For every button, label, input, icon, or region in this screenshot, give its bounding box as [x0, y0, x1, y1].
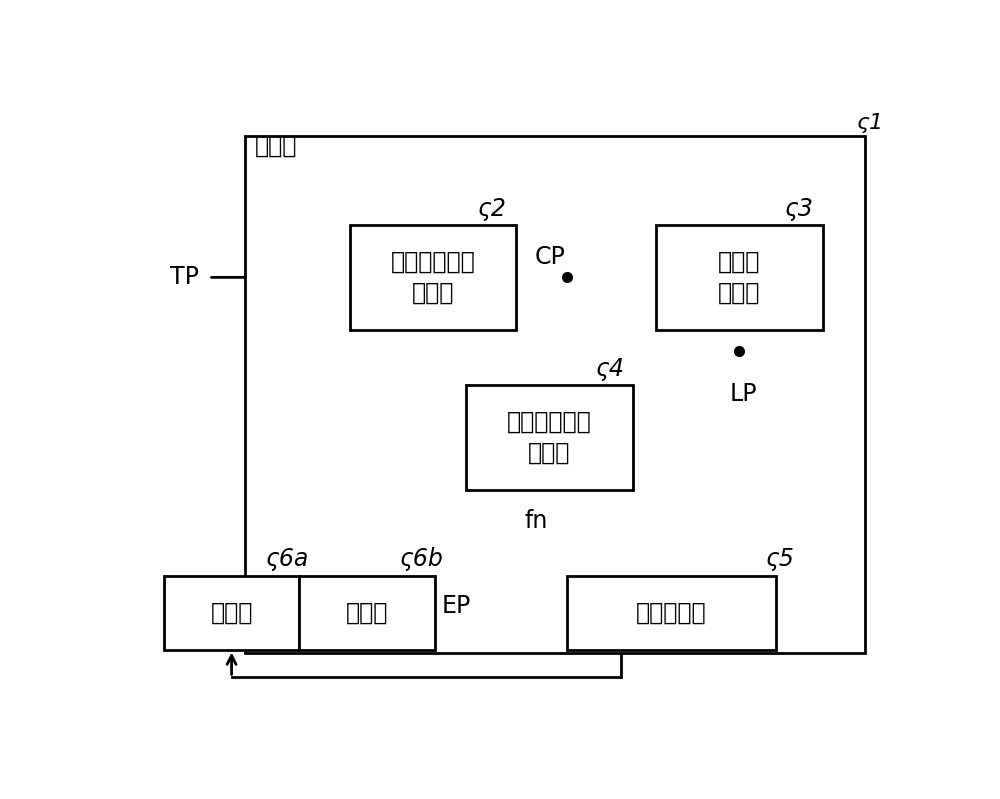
Text: ς2: ς2 — [478, 197, 507, 221]
Text: ς1: ς1 — [857, 113, 885, 133]
Text: 逆机构
变换部: 逆机构 变换部 — [718, 249, 760, 305]
Text: ς4: ς4 — [595, 356, 624, 381]
Text: TP: TP — [170, 265, 199, 289]
Text: 指令部: 指令部 — [255, 133, 298, 157]
Text: 致动器: 致动器 — [210, 601, 253, 625]
Text: ς6b: ς6b — [400, 547, 444, 570]
Text: 检测器: 检测器 — [346, 601, 388, 625]
Text: CP: CP — [534, 245, 565, 269]
Text: 插补位置坐标
计算部: 插补位置坐标 计算部 — [391, 249, 475, 305]
Bar — [299, 576, 435, 650]
Text: ς3: ς3 — [785, 197, 814, 221]
Bar — [245, 136, 865, 653]
Bar — [567, 576, 776, 650]
Bar — [350, 225, 516, 330]
Text: 驱动控制部: 驱动控制部 — [636, 601, 707, 625]
Text: ς5: ς5 — [766, 547, 795, 570]
Text: ς6a: ς6a — [266, 547, 309, 570]
Text: LP: LP — [730, 382, 757, 406]
Bar — [466, 385, 633, 490]
Text: fn: fn — [525, 509, 548, 533]
Text: EP: EP — [441, 594, 470, 618]
Bar — [164, 576, 299, 650]
Bar — [656, 225, 822, 330]
Text: 固有振动频率
预测部: 固有振动频率 预测部 — [507, 410, 592, 465]
